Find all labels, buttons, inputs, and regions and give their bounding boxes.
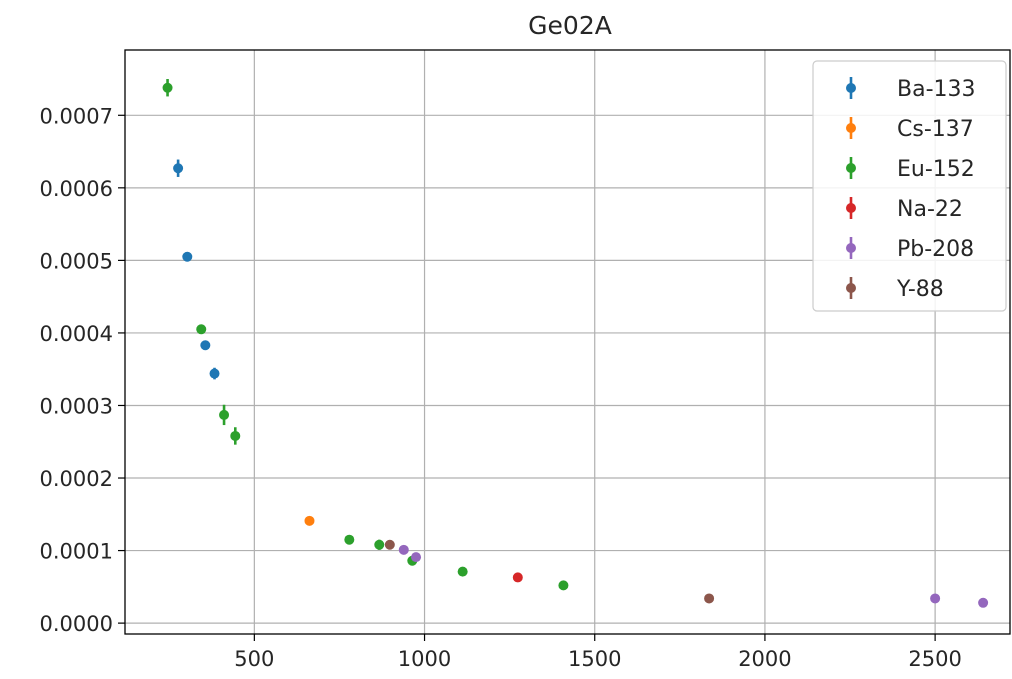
x-tick-label: 1500	[568, 647, 621, 671]
y-tick-label: 0.0004	[40, 322, 113, 346]
data-point	[304, 515, 315, 526]
data-point	[230, 430, 241, 441]
series-y-88	[384, 539, 715, 604]
series-na-22	[512, 572, 523, 583]
data-point	[374, 539, 385, 550]
data-point	[457, 566, 468, 577]
legend-label: Na-22	[897, 197, 963, 222]
plot-frame	[124, 49, 1011, 635]
data-point	[219, 409, 230, 420]
legend-marker	[846, 83, 856, 93]
data-point	[162, 82, 173, 93]
data-point	[411, 552, 422, 563]
legend-item: Y-88	[846, 277, 944, 302]
y-axis: 0.0000 0.0001 0.0002 0.0003 0.0004 0.0005 0.00…	[40, 104, 125, 636]
legend-item: Ba-133	[846, 77, 976, 102]
legend-box	[812, 60, 1007, 312]
data-point	[704, 593, 715, 604]
legend-marker	[846, 203, 856, 213]
data-point	[196, 324, 207, 335]
legend-marker	[846, 283, 856, 293]
legend-item: Eu-152	[846, 157, 975, 182]
y-tick-label: 0.0003	[40, 394, 113, 418]
x-tick-label: 2500	[908, 647, 961, 671]
legend: Ba-133 Cs-137 Eu-152 Na-22 Pb-208 Y-88	[812, 60, 1007, 312]
data-point	[384, 539, 395, 550]
y-tick-label: 0.0005	[40, 249, 113, 273]
data-point	[344, 534, 355, 545]
data-point	[182, 251, 193, 262]
x-tick-label: 2000	[738, 647, 791, 671]
y-tick-label: 0.0002	[40, 467, 113, 491]
data-point	[209, 368, 220, 379]
y-tick-label: 0.0000	[40, 612, 113, 636]
legend-item: Pb-208	[846, 237, 974, 262]
data-point	[512, 572, 523, 583]
series-eu-152	[162, 79, 569, 591]
data-point	[558, 580, 569, 591]
series-ba-133	[173, 159, 220, 380]
legend-label: Y-88	[896, 277, 944, 302]
legend-item: Cs-137	[846, 117, 974, 142]
x-axis: 500 1000 1500 2000 2500	[234, 634, 962, 671]
data-point	[398, 544, 409, 555]
data-points	[162, 79, 989, 608]
data-point	[930, 593, 941, 604]
legend-marker	[846, 243, 856, 253]
legend-item: Na-22	[846, 197, 963, 222]
legend-label: Pb-208	[897, 237, 974, 262]
legend-marker	[846, 123, 856, 133]
legend-label: Cs-137	[897, 117, 974, 142]
y-tick-label: 0.0007	[40, 104, 113, 128]
x-tick-label: 500	[234, 647, 274, 671]
y-tick-label: 0.0001	[40, 540, 113, 564]
y-tick-label: 0.0006	[40, 177, 113, 201]
chart-title: Ge02A	[528, 11, 612, 40]
legend-label: Ba-133	[897, 77, 976, 102]
data-point	[200, 340, 211, 351]
data-point	[978, 597, 989, 608]
legend-marker	[846, 163, 856, 173]
data-point	[173, 163, 184, 174]
legend-label: Eu-152	[897, 157, 975, 182]
x-tick-label: 1000	[398, 647, 451, 671]
series-pb-208	[398, 544, 989, 608]
series-cs-137	[304, 515, 315, 526]
